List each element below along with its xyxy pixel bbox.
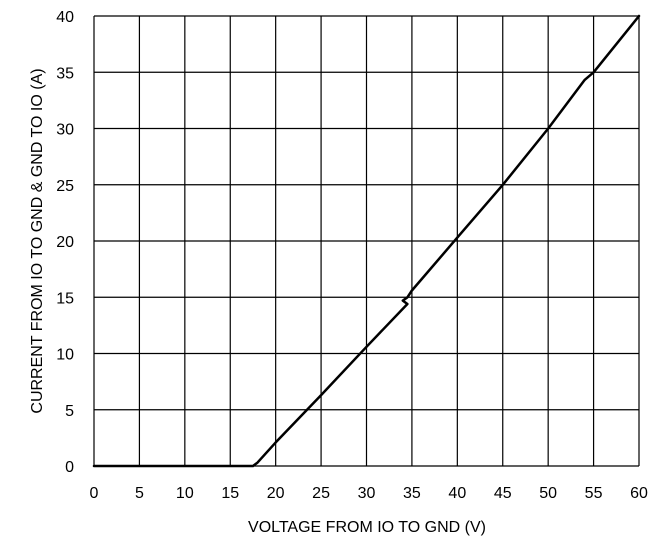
x-tick-label: 50 <box>539 485 557 502</box>
x-tick-label: 35 <box>403 485 421 502</box>
tick-labels: 0 5 10 15 20 25 30 35 40 45 50 55 60 0 5 10 15 20 25 30 35 40 <box>56 9 648 502</box>
y-tick-label: 15 <box>56 290 74 307</box>
x-tick-label: 10 <box>176 485 194 502</box>
y-tick-label: 25 <box>56 178 74 195</box>
series-line <box>92 14 641 468</box>
y-tick-label: 10 <box>56 347 74 364</box>
x-axis-title: VOLTAGE FROM IO TO GND (V) <box>248 519 486 536</box>
x-tick-label: 25 <box>312 485 330 502</box>
y-tick-label: 20 <box>56 234 74 251</box>
x-tick-label: 60 <box>630 485 648 502</box>
x-tick-label: 45 <box>494 485 512 502</box>
y-axis-title: CURRENT FROM IO TO GND & GND TO IO (A) <box>29 68 46 413</box>
series-layer <box>92 14 641 468</box>
x-tick-label: 5 <box>135 485 144 502</box>
x-tick-label: 55 <box>585 485 603 502</box>
x-tick-label: 40 <box>448 485 466 502</box>
y-tick-label: 40 <box>56 9 74 26</box>
grid <box>93 15 640 467</box>
x-tick-label: 20 <box>267 485 285 502</box>
y-tick-label: 35 <box>56 65 74 82</box>
y-tick-label: 0 <box>65 459 74 476</box>
x-tick-label: 30 <box>358 485 376 502</box>
x-tick-label: 15 <box>221 485 239 502</box>
y-tick-label: 5 <box>65 403 74 420</box>
y-tick-label: 30 <box>56 122 74 139</box>
x-tick-label: 0 <box>90 485 99 502</box>
